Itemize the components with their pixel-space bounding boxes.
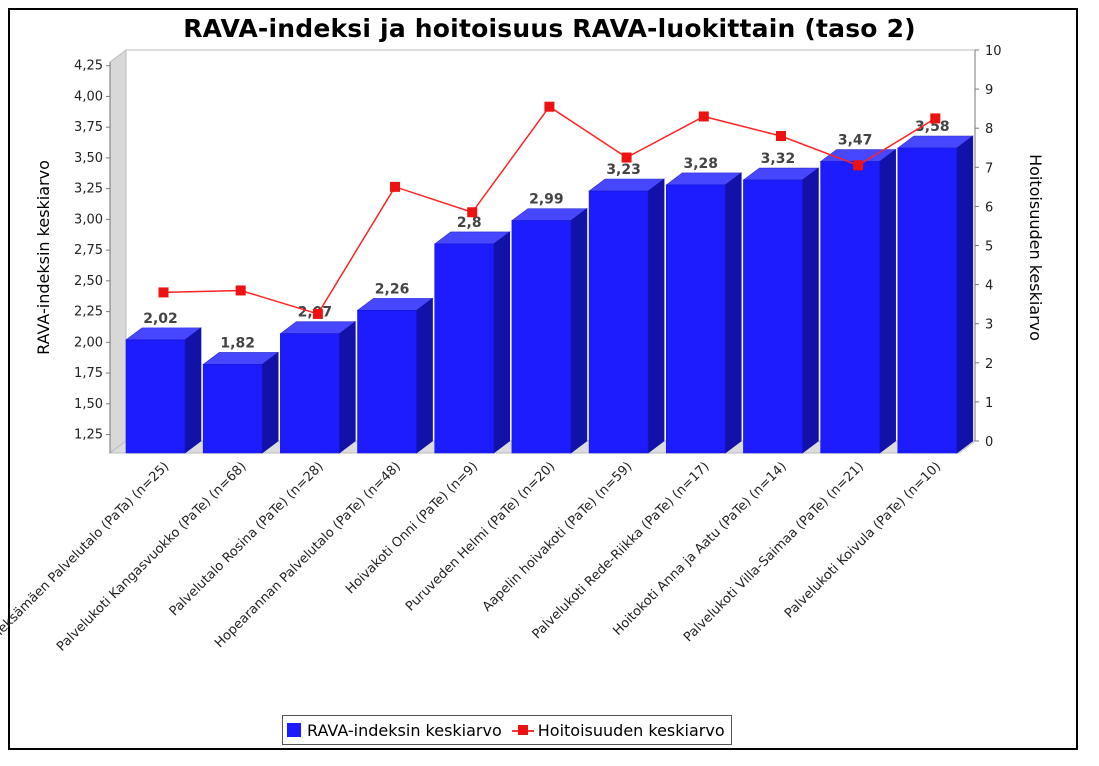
- left-axis-tick-label: 4,00: [74, 89, 103, 104]
- legend-label-hoitoisuus: Hoitoisuuden keskiarvo: [537, 720, 725, 740]
- bar-side: [647, 178, 665, 454]
- legend-item-rava: RAVA-indeksin keskiarvo: [287, 721, 502, 740]
- left-axis-tick-label: 3,25: [74, 182, 103, 197]
- x-axis-category-label: Puruveden Helmi (PaTe) (n=20): [403, 459, 558, 614]
- hoitoisuus-point: [544, 101, 555, 112]
- x-axis-category-label: Aapelin hoivakoti (PaTe) (n=59): [480, 459, 636, 615]
- bar-side: [570, 208, 588, 454]
- hoitoisuus-point: [158, 287, 169, 298]
- right-axis-tick-label: 7: [985, 161, 993, 176]
- left-axis-tick-label: 4,25: [74, 59, 103, 74]
- left-axis-tick-label: 2,25: [74, 305, 103, 320]
- bar: [820, 161, 880, 454]
- bar-value-label: 1,82: [220, 335, 255, 351]
- bar: [588, 190, 649, 454]
- left-axis-tick-label: 2,00: [74, 335, 103, 350]
- bar-side: [956, 135, 974, 454]
- x-axis-category-label: Hoivakoti Onni (PaTe) (n=9): [343, 459, 481, 597]
- right-axis-tick-label: 9: [985, 83, 993, 98]
- bar-value-label: 2,8: [457, 215, 482, 231]
- chart-title: RAVA-indeksi ja hoitoisuus RAVA-luokitta…: [183, 14, 916, 43]
- bar: [280, 333, 340, 454]
- right-axis-tick-label: 0: [985, 435, 993, 450]
- bar-value-label: 3,23: [606, 162, 641, 178]
- bar: [202, 364, 263, 454]
- y2-axis-title: Hoitoisuuden keskiarvo: [1026, 154, 1045, 341]
- bar-side: [261, 351, 279, 454]
- bar-side: [879, 148, 896, 454]
- legend-swatch-line: [511, 723, 534, 737]
- bar-value-label: 3,47: [838, 133, 873, 149]
- left-axis-tick-label: 3,50: [74, 151, 103, 166]
- right-axis-tick-label: 4: [985, 279, 993, 294]
- left-axis-tick-label: 1,75: [74, 366, 103, 381]
- chart-legend: RAVA-indeksin keskiarvo Hoitoisuuden kes…: [282, 715, 732, 745]
- bar-value-label: 3,58: [915, 119, 950, 135]
- bar-value-label: 3,32: [761, 151, 796, 167]
- hoitoisuus-point: [235, 285, 246, 296]
- hoitoisuus-point: [467, 207, 478, 218]
- x-axis-category-label: Hoitokoti Anna ja Aatu (PaTe) (n=14): [610, 459, 789, 638]
- hoitoisuus-point: [775, 131, 786, 142]
- left-axis-tick-label: 3,75: [74, 120, 103, 135]
- bar-side: [724, 172, 742, 454]
- bar-side: [493, 231, 511, 454]
- right-axis-tick-label: 8: [985, 122, 993, 137]
- right-axis-tick-label: 2: [985, 357, 993, 372]
- legend-item-hoitoisuus: Hoitoisuuden keskiarvo: [511, 720, 725, 740]
- x-axis-category-label: Palvelukoti Rede-Riikka (PaTe) (n=17): [530, 459, 713, 642]
- x-axis-category-label: Palvelukoti Koivula (PaTe) (n=10): [782, 459, 944, 621]
- left-axis-tick-label: 2,75: [74, 243, 103, 258]
- hoitoisuus-point: [853, 160, 864, 171]
- bar: [357, 310, 417, 454]
- bar: [743, 179, 803, 454]
- y-axis-title: RAVA-indeksin keskiarvo: [34, 160, 53, 355]
- hoitoisuus-point: [312, 308, 323, 319]
- x-axis-category-label: Palvelukoti Villa-Saimaa (PaTe) (n=21): [681, 459, 867, 645]
- left-axis-tick-label: 1,50: [74, 397, 103, 412]
- left-axis-tick-label: 3,00: [74, 212, 103, 227]
- right-axis-tick-label: 6: [985, 200, 993, 215]
- bar-value-label: 2,02: [143, 311, 178, 327]
- bar-value-label: 3,28: [683, 156, 718, 172]
- x-axis-category-label: Palvelutalo Rosina (PaTe) (n=28): [167, 459, 327, 619]
- bar: [511, 220, 572, 454]
- bar-side: [184, 327, 202, 454]
- bar: [434, 243, 495, 454]
- bar-side: [802, 167, 819, 454]
- hoitoisuus-point: [390, 181, 401, 192]
- bar-side: [416, 297, 433, 454]
- plot-side-wall: [109, 49, 127, 454]
- bar-value-label: 2,99: [529, 192, 564, 208]
- bar-value-label: 2,26: [375, 281, 410, 297]
- bar-side: [339, 321, 356, 454]
- right-axis-tick-label: 1: [985, 396, 993, 411]
- hoitoisuus-point: [698, 111, 709, 122]
- bar: [125, 339, 186, 454]
- left-axis-tick-label: 1,25: [74, 428, 103, 443]
- bar: [665, 184, 726, 454]
- right-axis-tick-label: 10: [985, 44, 1002, 59]
- right-axis-tick-label: 3: [985, 318, 993, 333]
- hoitoisuus-point: [621, 152, 632, 163]
- legend-label-rava: RAVA-indeksin keskiarvo: [307, 720, 502, 740]
- bar: [897, 147, 958, 454]
- right-axis-tick-label: 5: [985, 240, 993, 255]
- hoitoisuus-point: [930, 113, 941, 124]
- left-axis-tick-label: 2,50: [74, 274, 103, 289]
- legend-swatch-bar: [287, 723, 301, 737]
